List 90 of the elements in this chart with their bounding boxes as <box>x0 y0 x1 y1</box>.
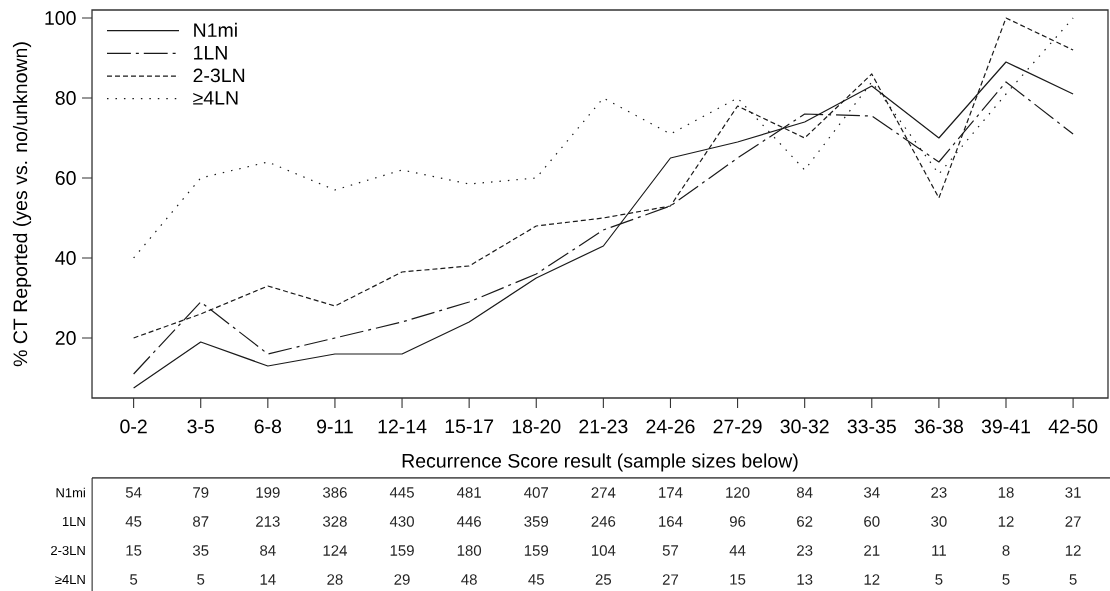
x-tick-label: 18-20 <box>512 419 561 434</box>
text: 5 <box>1069 574 1077 585</box>
x-tick-label: 3-5 <box>187 419 214 434</box>
x-tick-label: 27-29 <box>713 419 762 434</box>
x-tick-label: 42-50 <box>1048 419 1098 434</box>
y-tick-label: 40 <box>55 251 76 265</box>
x-tick-label: 39-41 <box>981 419 1030 434</box>
text: 27 <box>1065 516 1081 527</box>
text: 44 <box>729 545 746 556</box>
text: 84 <box>797 487 813 498</box>
text: 30 <box>931 516 947 527</box>
text: 8 <box>1002 545 1010 556</box>
text: 27 <box>662 574 679 585</box>
x-tick-label: 33-35 <box>847 419 896 434</box>
x-tick-label: 12-14 <box>378 419 427 434</box>
text: 328 <box>322 516 347 527</box>
y-axis-title: % CT Reported (yes vs. no/unknown) <box>12 42 32 367</box>
text: 174 <box>659 487 683 498</box>
text: ≥4LN <box>55 575 85 584</box>
text: 45 <box>125 516 142 527</box>
legend-label: ≥4LN <box>193 91 238 105</box>
x-tick-label: 9-11 <box>317 419 353 434</box>
text: 14 <box>260 574 276 585</box>
text: 62 <box>797 516 813 527</box>
y-tick-label: 60 <box>55 171 76 185</box>
x-tick-label: 24-26 <box>646 419 695 434</box>
text: 12 <box>1065 545 1081 556</box>
text: 57 <box>662 545 679 556</box>
text: 54 <box>125 487 142 498</box>
text: 5 <box>130 574 138 585</box>
text: 25 <box>595 574 612 585</box>
x-axis-title: Recurrence Score result (sample sizes below) <box>402 453 798 472</box>
x-tick-label: 15-17 <box>445 419 494 434</box>
text: 28 <box>327 574 343 585</box>
text: 23 <box>797 545 813 556</box>
text: 29 <box>394 574 410 585</box>
text: 48 <box>461 574 477 585</box>
y-tick-label: 100 <box>45 11 76 25</box>
x-tick-label: 36-38 <box>914 419 963 434</box>
text: 23 <box>931 487 947 498</box>
text: 12 <box>864 574 880 585</box>
text: 12 <box>998 516 1014 527</box>
text: 5 <box>935 574 943 585</box>
text: 120 <box>726 487 750 498</box>
text: 124 <box>323 545 348 556</box>
text: 84 <box>260 545 276 556</box>
text: 180 <box>457 545 482 556</box>
text: 79 <box>193 487 209 498</box>
text: 430 <box>389 516 414 527</box>
text: 445 <box>389 487 414 498</box>
text: 13 <box>797 574 813 585</box>
text: 481 <box>456 487 481 498</box>
legend-label: 1LN <box>194 45 227 60</box>
text: 2-3LN <box>51 545 85 556</box>
text: 34 <box>864 487 880 498</box>
text: 386 <box>322 487 347 498</box>
text: 11 <box>932 545 946 556</box>
text: 35 <box>192 545 209 556</box>
text: 15 <box>126 545 142 556</box>
legend-label: N1mi <box>194 22 237 37</box>
text: 359 <box>524 516 549 527</box>
x-tick-label: 6-8 <box>254 419 282 434</box>
text: 60 <box>864 516 880 527</box>
text: 1LN <box>62 517 85 526</box>
text: N1mi <box>56 487 85 498</box>
text: 446 <box>456 516 481 527</box>
text: 21 <box>864 545 880 556</box>
text: 87 <box>193 516 209 527</box>
text: 159 <box>390 545 414 556</box>
text: 164 <box>659 516 683 527</box>
text: 15 <box>730 574 746 585</box>
legend-label: 2-3LN <box>193 68 245 83</box>
text: 199 <box>256 487 280 498</box>
text: 274 <box>591 487 616 498</box>
x-tick-label: 21-23 <box>579 419 628 434</box>
x-tick-label: 30-32 <box>780 419 829 434</box>
y-tick-label: 20 <box>55 331 76 345</box>
text: 159 <box>524 545 549 556</box>
text: 18 <box>998 487 1014 498</box>
text: 96 <box>729 516 746 527</box>
text: 104 <box>592 545 616 556</box>
text: 407 <box>524 487 549 498</box>
text: 5 <box>197 574 205 585</box>
text: 246 <box>591 516 616 527</box>
text: 213 <box>256 516 280 527</box>
y-tick-label: 80 <box>55 91 76 105</box>
text: 5 <box>1002 574 1010 585</box>
text: 45 <box>528 574 544 585</box>
x-tick-label: 0-2 <box>120 419 147 434</box>
text: 31 <box>1065 487 1081 498</box>
